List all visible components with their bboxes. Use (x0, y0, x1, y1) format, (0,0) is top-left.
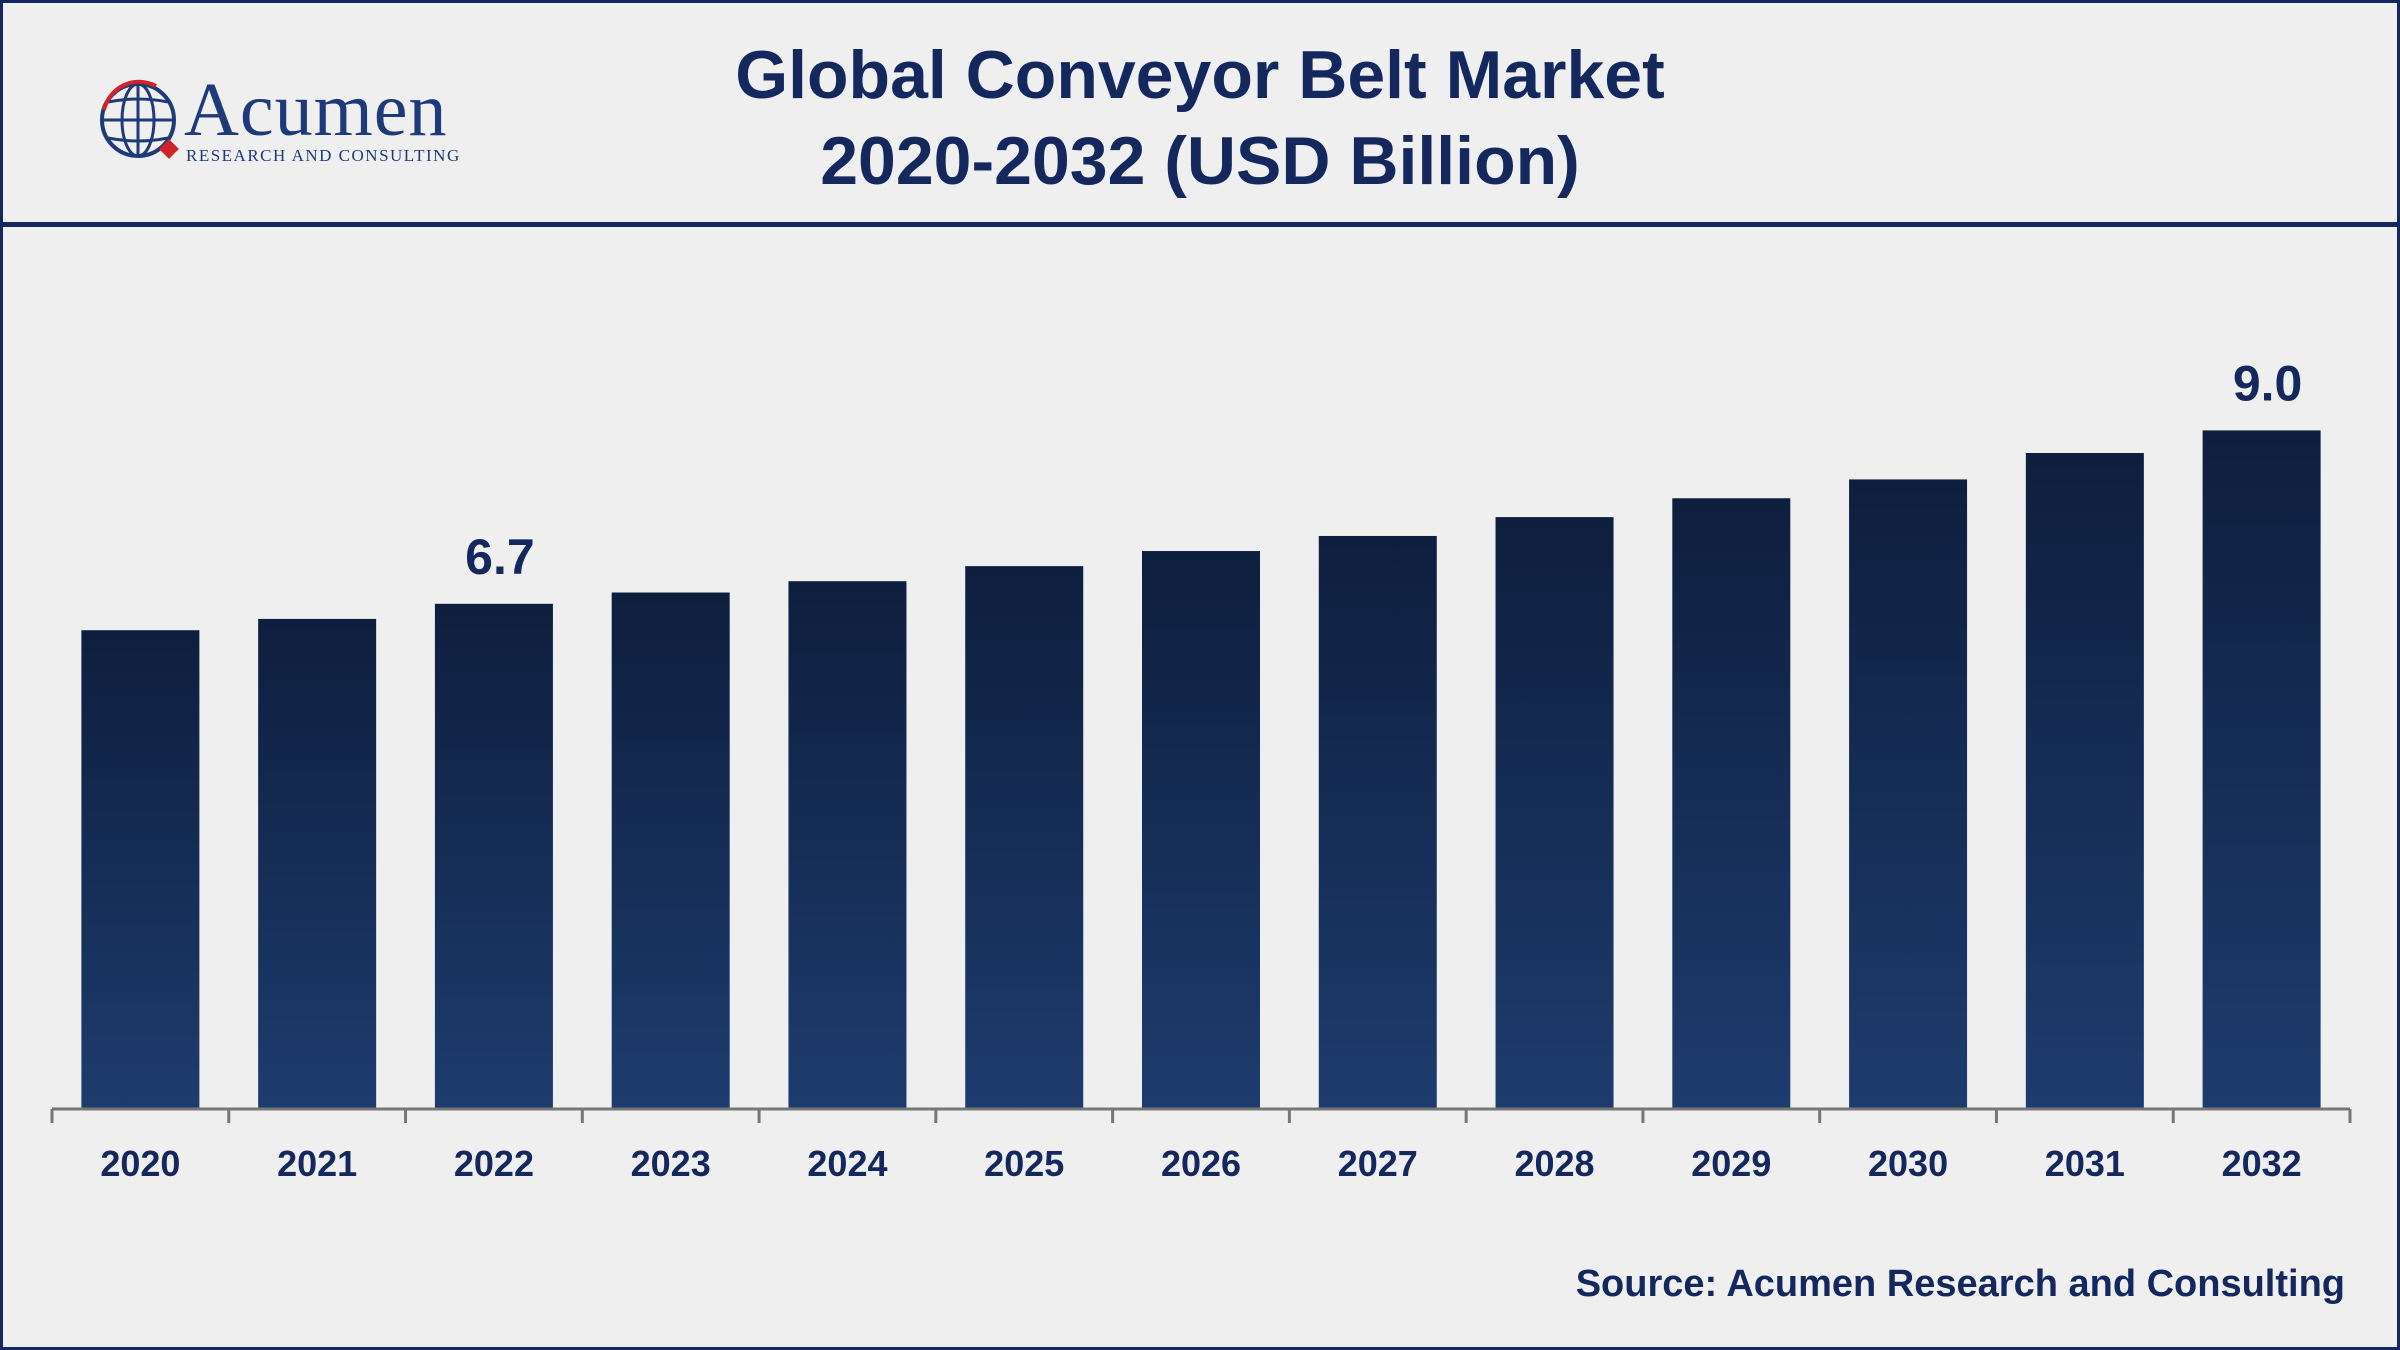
header-divider (0, 222, 2400, 227)
bar-2025 (965, 566, 1084, 1109)
chart-title-line-2: 2020-2032 (USD Billion) (820, 123, 1580, 199)
bar-2027 (1318, 535, 1437, 1109)
bar-2021 (258, 618, 377, 1109)
bar-2026 (1142, 551, 1260, 1109)
bar-2024 (788, 581, 907, 1109)
x-tick-label-2022: 2022 (454, 1143, 534, 1184)
x-tick-label-2029: 2029 (1691, 1143, 1771, 1184)
chart-title: Global Conveyor Belt Market 2020-2032 (U… (0, 32, 2400, 204)
bar-2032 (2202, 430, 2321, 1109)
bar-2023 (611, 592, 730, 1109)
bar-2030 (1849, 479, 1968, 1109)
logo-subtitle: RESEARCH AND CONSULTING (186, 146, 461, 165)
data-label-2032: 9.0 (2233, 355, 2303, 411)
x-tick-label-2025: 2025 (984, 1143, 1064, 1184)
data-label-2022: 6.7 (465, 529, 535, 585)
x-tick-label-2026: 2026 (1161, 1143, 1241, 1184)
bar-2020 (81, 630, 200, 1109)
x-tick-label-2031: 2031 (2045, 1143, 2125, 1184)
globe-icon (100, 79, 179, 159)
x-tick-label-2021: 2021 (277, 1143, 357, 1184)
chart-title-line-1: Global Conveyor Belt Market (735, 37, 1665, 113)
x-tick-label-2024: 2024 (807, 1143, 887, 1184)
bar-2029 (1672, 498, 1791, 1109)
x-tick-label-2023: 2023 (631, 1143, 711, 1184)
source-note: Source: Acumen Research and Consulting (1575, 1263, 2345, 1305)
x-tick-label-2027: 2027 (1338, 1143, 1418, 1184)
bar-2031 (2025, 453, 2144, 1109)
x-tick-label-2028: 2028 (1514, 1143, 1594, 1184)
bar-2022 (434, 603, 553, 1109)
logo-wordmark: Acumen (184, 68, 448, 152)
x-tick-label-2020: 2020 (100, 1143, 180, 1184)
x-tick-label-2030: 2030 (1868, 1143, 1948, 1184)
acumen-logo: Acumen RESEARCH AND CONSULTING (96, 70, 466, 175)
x-tick-label-2032: 2032 (2222, 1143, 2302, 1184)
bar-2028 (1495, 517, 1614, 1109)
